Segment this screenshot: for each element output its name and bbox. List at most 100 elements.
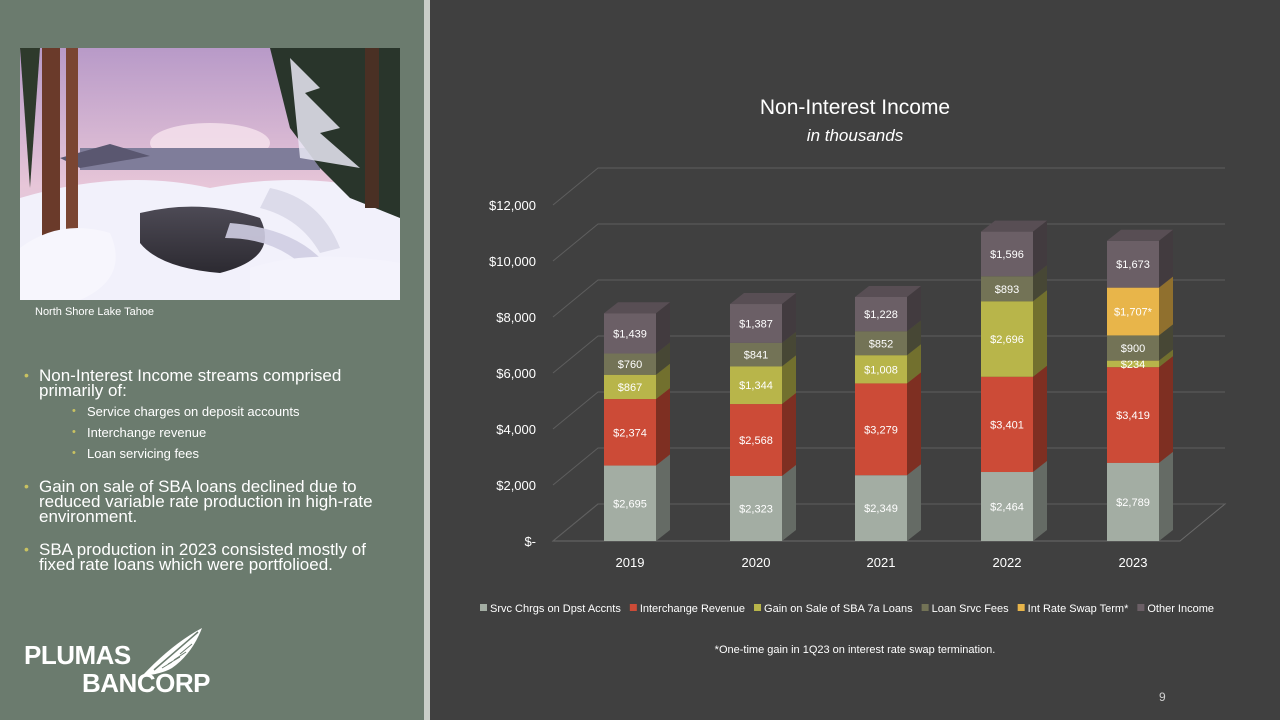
bar-segment-side [782,464,796,541]
data-label: $1,673 [1116,259,1150,271]
data-label: $1,387 [739,318,773,330]
y-tick-label: $2,000 [496,478,536,493]
bar-segment [604,399,656,466]
data-label: $2,696 [990,334,1024,346]
x-tick-label: 2021 [867,555,896,570]
bar-segment [981,276,1033,302]
x-tick-label: 2022 [993,555,1022,570]
bar-segment-side [907,344,921,384]
logo-text-plumas: PLUMAS [24,640,131,670]
bar-segment-side [1159,229,1173,288]
bar-segment-top [604,302,670,314]
bar-segment-side [1033,220,1047,277]
bar-segment [855,475,907,541]
bar-segment [604,353,656,375]
legend-label: Gain on Sale of SBA 7a Loans [764,603,913,615]
legend-swatch [754,604,762,611]
footnote: *One-time gain in 1Q23 on interest rate … [714,644,996,656]
bar-segment-side [1033,265,1047,302]
data-label: $1,439 [613,328,647,340]
bar-segment [604,313,656,354]
bar-segment [855,296,907,332]
data-label: $1,707* [1114,307,1153,319]
sub-bullet-item: Interchange revenue [22,425,392,440]
bar-segment [730,475,782,541]
bar-segment-side [907,285,921,332]
bar-segment [981,472,1033,541]
y-tick-label: $- [524,534,536,549]
bar-segment-side [907,320,921,356]
bullet-list: Non-Interest Income streams comprised pr… [22,367,392,578]
bar-segment [1107,360,1159,368]
legend-swatch [480,604,487,611]
data-label: $3,419 [1116,410,1150,422]
bar-segment [730,304,782,343]
bar-segment-side [1159,324,1173,361]
data-label: $1,596 [990,249,1024,261]
chart-title: Non-Interest Income [759,96,951,119]
x-tick-label: 2023 [1119,555,1148,570]
bar-segment [855,383,907,476]
panel-divider [424,0,430,720]
y-tick-label: $8,000 [496,310,536,325]
sub-bullet-item: Loan servicing fees [22,446,392,461]
bar-segment [1107,462,1159,541]
bar-segment [730,366,782,405]
bar-segment-side [782,293,796,343]
data-label: $2,568 [739,435,773,447]
bar-segment [1107,367,1159,463]
bar-segment [1107,287,1159,336]
bar-segment-side [1159,451,1173,541]
bullet-item: Gain on sale of SBA loans declined due t… [22,478,392,525]
bar-segment [981,231,1033,277]
data-label: $3,279 [864,424,898,436]
x-tick-label: 2019 [616,555,645,570]
bar-segment-top [855,285,921,297]
bar-segment-side [1033,365,1047,473]
y-tick-label: $6,000 [496,366,536,381]
sub-bullet-item: Service charges on deposit accounts [22,404,392,419]
bar-segment-side [1159,356,1173,463]
bar-segment-side [656,388,670,466]
logo-text-bancorp: BANCORP [82,668,210,698]
y-tick-label: $10,000 [489,254,536,269]
data-label: $1,228 [864,309,898,321]
bar-segment [855,355,907,384]
bar-segment-top [1107,229,1173,241]
data-label: $2,464 [990,502,1024,514]
legend-label: Interchange Revenue [640,603,745,615]
bar-segment-side [782,393,796,476]
data-label: $2,789 [1116,497,1150,509]
legend-label: Other Income [1147,603,1214,615]
data-label: $900 [1121,343,1145,355]
bar-segment [981,376,1033,473]
data-label: $2,374 [613,427,647,439]
data-label: $1,344 [739,380,773,392]
legend-swatch [629,604,637,611]
bar-segment-top [730,293,796,305]
data-label: $2,349 [864,503,898,515]
y-tick-label: $12,000 [489,198,536,213]
x-tick-label: 2020 [742,555,771,570]
chart-subtitle: in thousands [806,126,904,145]
data-label: $841 [744,350,768,362]
legend-label: Int Rate Swap Term* [1028,603,1129,615]
bar-segment-side [907,464,921,541]
bar-segment-side [656,342,670,375]
data-label: $760 [618,359,642,371]
bar-segment-side [907,372,921,476]
bar-segment-side [656,454,670,541]
feather-icon [142,628,202,676]
bullet-item: SBA production in 2023 consisted mostly … [22,541,392,573]
data-label: $1,008 [864,364,898,376]
data-label: $867 [618,382,642,394]
y-tick-label: $4,000 [496,422,536,437]
data-label: $3,401 [990,419,1024,431]
legend-swatch [1017,604,1025,611]
bar-segment [855,331,907,356]
data-label: $2,323 [739,503,773,515]
data-label: $852 [869,338,893,350]
bar-segment-top [981,220,1047,232]
gridline [552,167,1225,206]
